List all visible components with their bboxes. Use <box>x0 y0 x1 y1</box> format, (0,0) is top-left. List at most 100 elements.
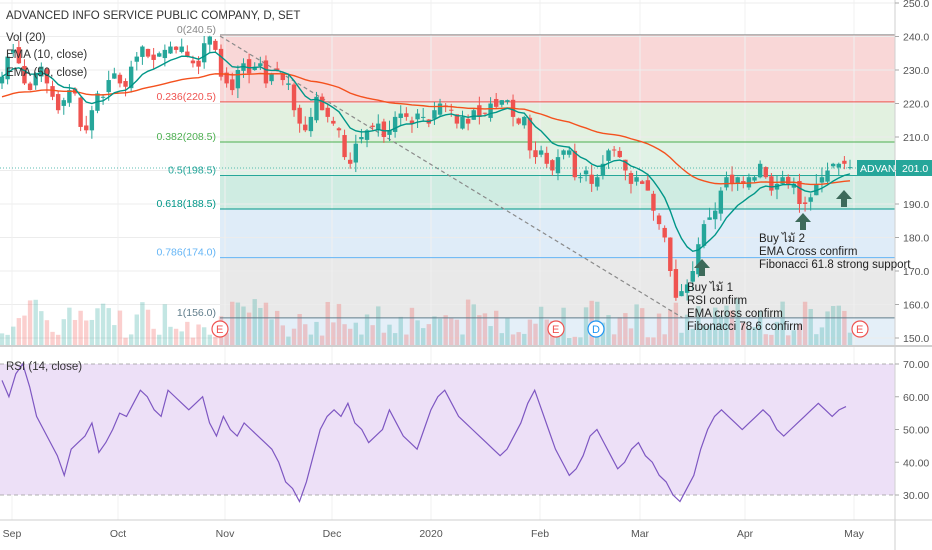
price-tick-label: 220.0 <box>903 99 929 111</box>
fib-label: 0.5(198.5) <box>168 165 216 177</box>
volume-bar <box>628 328 634 346</box>
candle-body <box>67 90 72 103</box>
candle-body <box>112 73 117 79</box>
candle-body <box>252 66 257 71</box>
candle-body <box>679 291 684 297</box>
volume-bar <box>763 334 768 346</box>
earnings-marker[interactable]: E <box>211 320 229 338</box>
time-tick-label: Nov <box>216 528 235 540</box>
volume-bar <box>746 328 752 346</box>
candle-body <box>22 65 27 84</box>
candle-body <box>314 96 319 121</box>
volume-bar <box>84 320 89 346</box>
candle-body <box>578 177 583 179</box>
volume-bar <box>246 312 252 346</box>
fib-label: 0(240.5) <box>177 24 216 36</box>
volume-bar <box>713 307 718 346</box>
volume-bar <box>128 334 134 346</box>
candle-body <box>538 150 544 155</box>
volume-bar <box>72 319 78 346</box>
legend-ema-50[interactable]: EMA (50, close) <box>6 67 87 79</box>
volume-bar <box>336 303 342 346</box>
volume-bar <box>718 315 724 346</box>
time-tick-label: Oct <box>110 528 126 540</box>
volume-bar <box>505 318 510 346</box>
volume-bar <box>190 337 196 346</box>
volume-bar <box>5 334 10 346</box>
candle-body <box>128 66 134 89</box>
candle-body <box>651 193 656 211</box>
volume-bar <box>830 306 836 346</box>
candle-body <box>246 59 252 74</box>
rsi-tick-label: 70.00 <box>903 359 929 371</box>
candle-body <box>5 56 10 80</box>
volume-bar <box>662 334 667 346</box>
volume-bar <box>757 310 763 346</box>
volume-bar <box>488 326 493 346</box>
volume-bar <box>303 324 308 346</box>
volume-bar <box>78 310 83 346</box>
time-axis[interactable]: Sep Oct Nov Dec 2020 Feb Mar Apr May <box>3 528 865 540</box>
candle-body <box>117 74 123 84</box>
svg-text:RSI confirm: RSI confirm <box>687 295 747 307</box>
volume-bar <box>173 328 179 346</box>
fibonacci-labels: 0(240.5) 0.236(220.5) 0.382(208.5) 0.5(198.… <box>156 24 216 319</box>
candle-body <box>376 123 381 131</box>
candle-body <box>606 150 611 161</box>
volume-bar <box>241 306 246 346</box>
time-tick-label: Sep <box>3 528 22 540</box>
price-tick-label: 190.0 <box>903 199 929 211</box>
fib-trend-line[interactable] <box>219 35 684 319</box>
candle-body <box>454 114 460 124</box>
candle-body <box>173 46 179 50</box>
candle-body <box>842 160 847 164</box>
candle-body <box>308 116 314 132</box>
candle-body <box>449 109 454 111</box>
volume-bar <box>140 302 145 346</box>
volume-bar <box>769 334 774 346</box>
volume-bar <box>741 322 746 346</box>
volume-bar <box>409 307 415 346</box>
candle-body <box>668 237 673 271</box>
candle-body <box>465 118 471 124</box>
legend-volume[interactable]: Vol (20) <box>6 32 46 44</box>
earnings-marker[interactable]: E <box>547 320 565 338</box>
candle-body <box>151 54 156 60</box>
volume-bar <box>679 332 684 346</box>
volume-bar <box>640 308 645 346</box>
price-tick-label: 170.0 <box>903 266 929 278</box>
candle-body <box>342 135 347 158</box>
volume-bar <box>364 314 370 346</box>
price-tick-label: 150.0 <box>903 333 929 345</box>
volume-bar <box>11 326 16 346</box>
earnings-marker[interactable]: E <box>851 320 869 338</box>
buy-arrow-up-icon <box>694 259 710 276</box>
candle-body <box>263 60 269 84</box>
candle-body <box>134 56 139 62</box>
dividend-marker[interactable]: D <box>587 320 605 338</box>
volume-bar <box>780 301 785 346</box>
ema-50-line <box>1 72 851 186</box>
candle-body <box>274 68 280 70</box>
rsi-band <box>0 364 895 495</box>
rsi-legend[interactable]: RSI (14, close) <box>6 361 82 373</box>
volume-bar <box>578 337 583 346</box>
rsi-line <box>1 362 847 504</box>
candle-body <box>640 181 645 184</box>
candle-body <box>488 103 493 118</box>
legend-ema-10[interactable]: EMA (10, close) <box>6 49 87 61</box>
candle-body <box>157 53 162 57</box>
volume-bar <box>432 316 437 346</box>
volume-bar <box>196 324 201 346</box>
price-tick-label: 230.0 <box>903 65 929 77</box>
volume-bar <box>814 334 819 346</box>
candle-body <box>830 163 836 167</box>
volume-bar <box>157 334 162 346</box>
fib-label: 0.618(188.5) <box>156 198 216 210</box>
candle-body <box>471 110 476 120</box>
rsi-axis[interactable]: 70.00 60.00 50.00 40.00 30.00 <box>895 359 929 502</box>
candle-body <box>387 130 392 135</box>
candle-body <box>364 130 370 140</box>
volume-bar <box>449 318 454 346</box>
